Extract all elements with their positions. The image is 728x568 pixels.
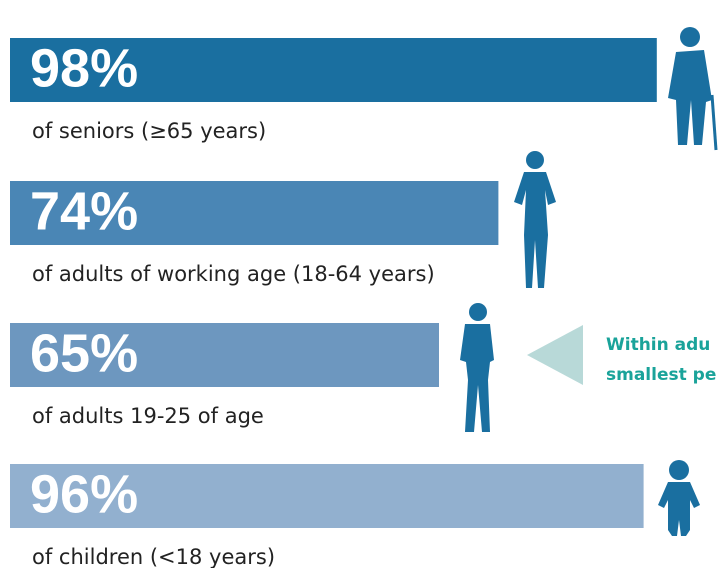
category-label: of seniors (≥65 years) bbox=[32, 119, 266, 143]
annotation: smallest pe bbox=[606, 365, 716, 385]
pointer-triangle bbox=[527, 325, 583, 385]
category-label: of adults 19-25 of age bbox=[32, 404, 264, 428]
category-label: of adults of working age (18-64 years) bbox=[32, 262, 435, 286]
bar bbox=[10, 464, 644, 528]
value-label: 96% bbox=[30, 464, 138, 524]
silhouette-senior bbox=[668, 27, 718, 151]
value-label: 98% bbox=[30, 38, 138, 98]
annotation: Within adu bbox=[606, 335, 710, 355]
value-label: 65% bbox=[30, 323, 138, 383]
bar bbox=[10, 323, 439, 387]
bar bbox=[10, 38, 657, 102]
silhouette-child bbox=[658, 460, 700, 536]
value-label: 74% bbox=[30, 181, 138, 241]
category-label: of children (<18 years) bbox=[32, 545, 275, 568]
silhouette-young-adult bbox=[460, 303, 494, 432]
bar bbox=[10, 181, 499, 245]
silhouette-adult bbox=[514, 151, 556, 288]
